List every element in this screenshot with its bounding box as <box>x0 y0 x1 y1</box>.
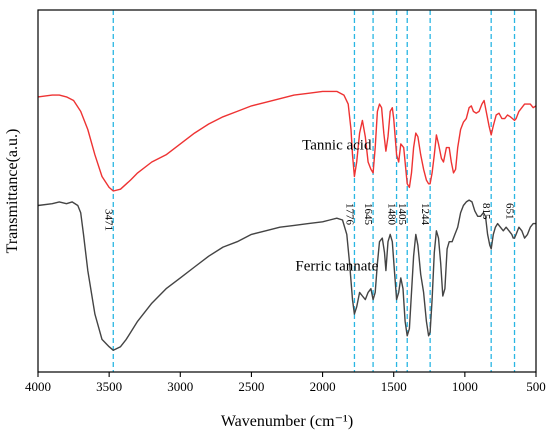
series-line-tannic-acid <box>37 90 537 192</box>
peak-label-1405: 1405 <box>396 203 408 226</box>
peak-label-1645: 1645 <box>362 203 374 226</box>
x-tick-label-500: 500 <box>526 379 546 394</box>
annotations: Tannic acid Ferric tannate <box>295 137 378 274</box>
x-tick-label-3000: 3000 <box>167 379 193 394</box>
plot-frame <box>37 9 537 373</box>
annotation-ferric-tannate: Ferric tannate <box>295 259 378 275</box>
x-axis-ticks: 4000 3500 3000 2500 2000 1500 1000 500 <box>25 372 546 394</box>
series-line-ferric-tannate <box>37 199 536 351</box>
x-tick-label-3500: 3500 <box>96 379 122 394</box>
peak-label-3471: 3471 <box>102 209 114 231</box>
x-tick-label-2500: 2500 <box>238 379 264 394</box>
peak-label-1776: 1776 <box>343 203 355 226</box>
x-tick-label-4000: 4000 <box>25 379 51 394</box>
peak-label-815: 815 <box>480 203 492 220</box>
x-axis-title: Wavenumber (cm⁻¹) <box>221 413 353 430</box>
x-tick-label-2000: 2000 <box>310 379 336 394</box>
series-layer <box>37 90 537 351</box>
peak-label-1480: 1480 <box>386 203 398 226</box>
x-tick-label-1000: 1000 <box>452 379 478 394</box>
peak-label-1244: 1244 <box>419 203 431 226</box>
annotation-tannic-acid: Tannic acid <box>302 137 372 153</box>
peak-label-651: 651 <box>504 203 516 220</box>
peak-lines <box>112 10 516 372</box>
x-tick-label-1500: 1500 <box>381 379 407 394</box>
y-axis-title: Transmittance(a.u.) <box>4 129 21 254</box>
